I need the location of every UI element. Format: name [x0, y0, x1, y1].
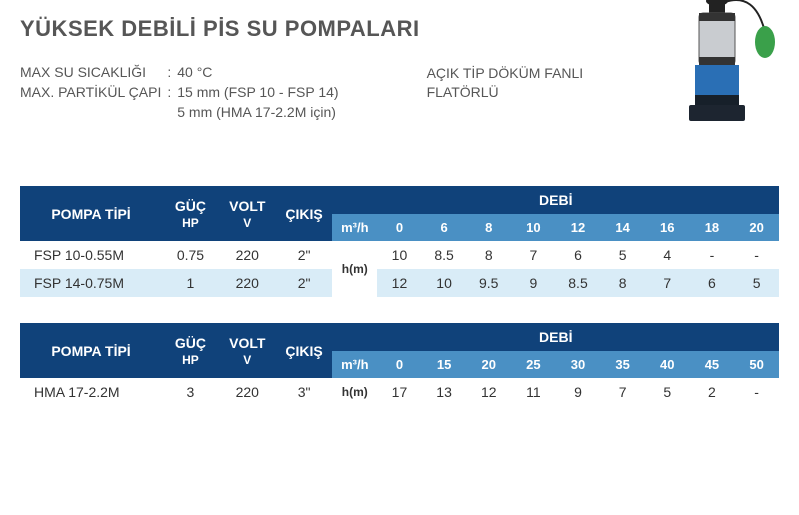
cell-val: 5	[645, 378, 690, 406]
cell-hp: 0.75	[162, 241, 219, 269]
th-outlet: ÇIKIŞ	[276, 323, 333, 378]
side-note: AÇIK TİP DÖKÜM FANLI FLATÖRLÜ	[427, 64, 584, 120]
cell-val: 12	[466, 378, 511, 406]
cell-val: 12	[377, 269, 422, 297]
cell-hp: 1	[162, 269, 219, 297]
cell-hm: h(m)	[332, 241, 377, 297]
th-text: GÜÇ	[175, 335, 206, 351]
cell-model: FSP 14-0.75M	[20, 269, 162, 297]
cell-val: 9.5	[466, 269, 511, 297]
cell-val: 10	[377, 241, 422, 269]
th-flow: 0	[377, 351, 422, 378]
th-flow: 10	[511, 214, 556, 241]
spec-colon: :	[167, 84, 171, 100]
th-m3h: m³/h	[332, 214, 377, 241]
cell-val: 6	[690, 269, 735, 297]
th-flow: 18	[690, 214, 735, 241]
th-text: POMPA TİPİ	[51, 206, 130, 222]
cell-val: 8.5	[556, 269, 601, 297]
cell-val: -	[734, 241, 779, 269]
pump-image	[669, 0, 779, 136]
th-text: VOLT	[229, 198, 265, 214]
th-flow: 6	[422, 214, 467, 241]
table-row: FSP 14-0.75M 1 220 2" 12 10 9.5 9 8.5 8 …	[20, 269, 779, 297]
th-flow: 35	[600, 351, 645, 378]
th-sub: V	[223, 216, 272, 230]
side-note-line: AÇIK TİP DÖKÜM FANLI	[427, 64, 584, 83]
th-text: VOLT	[229, 335, 265, 351]
th-pump-type: POMPA TİPİ	[20, 186, 162, 241]
cell-val: 9	[556, 378, 601, 406]
th-power: GÜÇ HP	[162, 323, 219, 378]
cell-val: 9	[511, 269, 556, 297]
th-debi: DEBİ	[332, 323, 779, 351]
cell-val: 5	[734, 269, 779, 297]
th-flow: 8	[466, 214, 511, 241]
th-flow: 40	[645, 351, 690, 378]
th-flow: 30	[556, 351, 601, 378]
cell-val: 7	[511, 241, 556, 269]
spec-value-2b: 5 mm (HMA 17-2.2M için)	[177, 104, 338, 120]
cell-val: 8	[466, 241, 511, 269]
cell-out: 2"	[276, 269, 333, 297]
cell-val: 8	[600, 269, 645, 297]
th-flow: 50	[734, 351, 779, 378]
cell-val: 8.5	[422, 241, 467, 269]
th-volt: VOLT V	[219, 323, 276, 378]
cell-volt: 220	[219, 378, 276, 406]
cell-val: 6	[556, 241, 601, 269]
th-flow: 25	[511, 351, 556, 378]
cell-val: 5	[600, 241, 645, 269]
cell-out: 2"	[276, 241, 333, 269]
th-outlet: ÇIKIŞ	[276, 186, 333, 241]
cell-val: 4	[645, 241, 690, 269]
cell-val: 13	[422, 378, 467, 406]
cell-model: HMA 17-2.2M	[20, 378, 162, 406]
cell-out: 3"	[276, 378, 333, 406]
th-sub: V	[223, 353, 272, 367]
cell-val: -	[734, 378, 779, 406]
th-sub: HP	[166, 216, 215, 230]
cell-hp: 3	[162, 378, 219, 406]
cell-val: 10	[422, 269, 467, 297]
th-flow: 0	[377, 214, 422, 241]
page-title: YÜKSEK DEBİLİ PİS SU POMPALARI	[20, 16, 583, 42]
pump-table-1: POMPA TİPİ GÜÇ HP VOLT V ÇIKIŞ DEBİ m³/h	[20, 186, 779, 297]
th-power: GÜÇ HP	[162, 186, 219, 241]
th-sub: HP	[166, 353, 215, 367]
spec-colon: :	[167, 64, 171, 80]
cell-volt: 220	[219, 269, 276, 297]
th-flow: 14	[600, 214, 645, 241]
cell-val: 17	[377, 378, 422, 406]
th-debi: DEBİ	[332, 186, 779, 214]
spec-value-2: 15 mm (FSP 10 - FSP 14)	[177, 84, 338, 100]
th-m3h: m³/h	[332, 351, 377, 378]
spec-value-1: 40 °C	[177, 64, 338, 80]
cell-model: FSP 10-0.55M	[20, 241, 162, 269]
cell-val: 7	[645, 269, 690, 297]
th-flow: 15	[422, 351, 467, 378]
th-flow: 16	[645, 214, 690, 241]
th-flow: 20	[466, 351, 511, 378]
th-flow: 45	[690, 351, 735, 378]
th-flow: 12	[556, 214, 601, 241]
table-row: HMA 17-2.2M 3 220 3" h(m) 17 13 12 11 9 …	[20, 378, 779, 406]
table-row: FSP 10-0.55M 0.75 220 2" h(m) 10 8.5 8 7…	[20, 241, 779, 269]
spec-label-2: MAX. PARTİKÜL ÇAPI	[20, 84, 161, 100]
th-volt: VOLT V	[219, 186, 276, 241]
pump-table-2: POMPA TİPİ GÜÇ HP VOLT V ÇIKIŞ DEBİ m³/h…	[20, 323, 779, 406]
th-text: GÜÇ	[175, 198, 206, 214]
cell-val: -	[690, 241, 735, 269]
spec-label-1: MAX SU SICAKLIĞI	[20, 64, 161, 80]
cell-volt: 220	[219, 241, 276, 269]
th-pump-type: POMPA TİPİ	[20, 323, 162, 378]
th-flow: 20	[734, 214, 779, 241]
cell-val: 7	[600, 378, 645, 406]
cell-hm: h(m)	[332, 378, 377, 406]
spec-block: MAX SU SICAKLIĞI : 40 °C MAX. PARTİKÜL Ç…	[20, 64, 339, 120]
cell-val: 2	[690, 378, 735, 406]
cell-val: 11	[511, 378, 556, 406]
side-note-line: FLATÖRLÜ	[427, 83, 584, 102]
